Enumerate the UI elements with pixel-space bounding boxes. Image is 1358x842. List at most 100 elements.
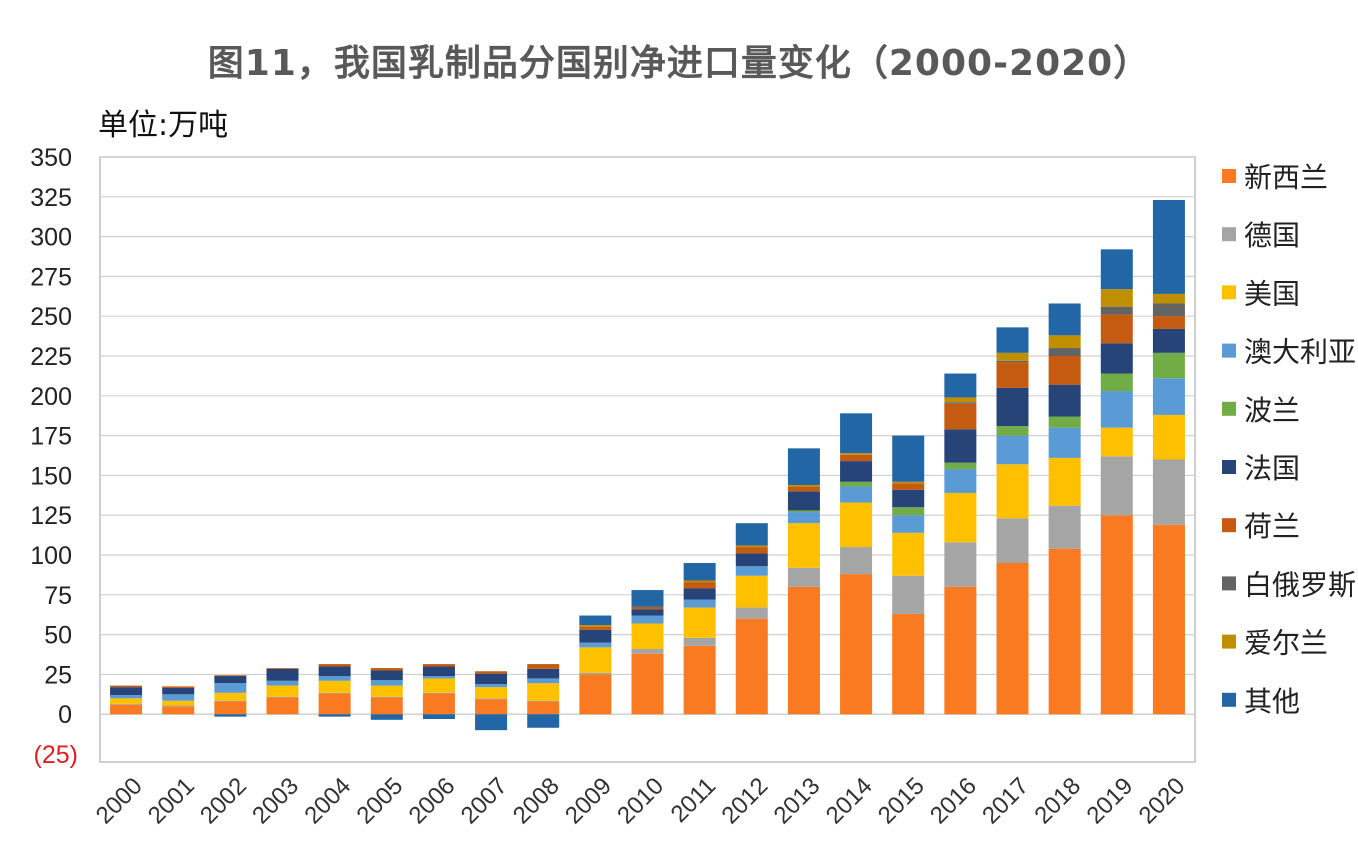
bar-segment (579, 642, 612, 648)
legend-swatch (1222, 401, 1236, 416)
legend-item: 德国 (1222, 219, 1300, 252)
bar-segment (1048, 505, 1081, 549)
legend-swatch (1222, 518, 1236, 533)
bar-segment (735, 575, 768, 608)
bar-segment (996, 387, 1029, 427)
bar-segment (996, 327, 1029, 353)
bar-segment (944, 586, 977, 715)
bar-segment (475, 699, 508, 715)
y-tick-label: 325 (30, 184, 72, 212)
bar-segment (1100, 456, 1133, 516)
bar-segment (422, 714, 455, 720)
bar-segment (214, 683, 247, 693)
bar-segment (944, 373, 977, 398)
legend-item: 美国 (1222, 277, 1300, 310)
bar-segment (1048, 548, 1081, 715)
bar-segment (631, 615, 664, 624)
bar-segment (1152, 328, 1185, 353)
bar-segment (162, 705, 195, 707)
y-tick-label: 250 (30, 303, 72, 331)
bar-segment (1100, 289, 1133, 307)
bar-segment (422, 676, 455, 679)
x-tick-label: 2010 (612, 772, 669, 829)
x-tick-label: 2018 (1029, 772, 1086, 829)
bar-segment (996, 464, 1029, 519)
bar-segment (840, 502, 873, 548)
bar-segment (631, 648, 664, 654)
bar-segment (318, 714, 351, 717)
legend-swatch (1222, 285, 1236, 300)
bar-segment (527, 714, 560, 728)
x-tick-label: 2005 (351, 772, 408, 829)
bar-segment (631, 623, 664, 649)
bar-segment (1100, 314, 1133, 344)
bar-segment (266, 696, 299, 698)
bar-segment (996, 518, 1029, 563)
bar-segment (579, 625, 612, 627)
bar-segment (1100, 391, 1133, 428)
bar-segment (787, 486, 820, 492)
x-tick-label: 2000 (91, 772, 148, 829)
bar-segment (683, 637, 716, 646)
bar-segment (944, 397, 977, 403)
bar-segment (370, 697, 403, 715)
bar-segment (840, 486, 873, 503)
bar-segment (944, 403, 977, 430)
bar-segment (1048, 457, 1081, 506)
x-tick-label: 2012 (716, 772, 773, 829)
bar-segment (892, 481, 925, 484)
y-tick-label: 50 (44, 622, 72, 650)
bar-segment (996, 360, 1029, 363)
legend-item: 爱尔兰 (1222, 627, 1328, 660)
y-tick-label: 175 (30, 423, 72, 451)
bar-segment (1152, 293, 1185, 304)
y-tick-label: 350 (30, 144, 72, 172)
bar-segment (944, 492, 977, 543)
bar-segment (944, 429, 977, 463)
bar-segment (579, 674, 612, 715)
legend-label: 法国 (1244, 452, 1300, 485)
bar-segment (1048, 303, 1081, 336)
bar-segment (787, 512, 820, 524)
legend-swatch (1222, 460, 1236, 474)
bar-segment (735, 618, 768, 715)
bar-segment (370, 685, 403, 697)
legend-swatch (1222, 692, 1236, 707)
bar-segment (683, 645, 716, 715)
bar-segment (370, 714, 403, 720)
chart-title: 图11，我国乳制品分国别净进口量变化（2000-2020） (207, 43, 1151, 84)
bar-segment (683, 599, 716, 608)
bar-segment (1048, 416, 1081, 428)
x-tick-label: 2008 (508, 772, 565, 829)
bar-segment (1152, 459, 1185, 525)
x-tick-label: 2014 (821, 772, 878, 829)
bar-segment (214, 701, 247, 715)
x-tick-label: 2009 (560, 772, 617, 829)
bar-segment (110, 704, 143, 715)
bar-segment (787, 567, 820, 587)
bar-segment (1100, 249, 1133, 290)
bar-segment (475, 683, 508, 688)
y-tick-label: 100 (30, 542, 72, 570)
bar-segment (110, 687, 143, 696)
bar-segment (735, 566, 768, 576)
legend-swatch (1222, 227, 1236, 242)
bar-segment (318, 664, 351, 667)
x-tick-label: 2019 (1081, 772, 1138, 829)
bar-segment (214, 676, 247, 684)
bar-segment (475, 671, 508, 674)
bar-segment (579, 626, 612, 630)
bar-segment (1048, 335, 1081, 349)
bar-segment (110, 703, 143, 705)
bar-segment (787, 484, 820, 487)
bar-segment (475, 714, 508, 731)
x-tick-label: 2004 (299, 772, 356, 829)
bar-segment (631, 605, 664, 608)
bar-segment (840, 413, 873, 454)
x-tick-label: 2015 (873, 772, 930, 829)
bar-segment (1048, 384, 1081, 417)
bar-segment (787, 448, 820, 485)
bar-segment (944, 542, 977, 587)
bar-segment (110, 695, 143, 699)
